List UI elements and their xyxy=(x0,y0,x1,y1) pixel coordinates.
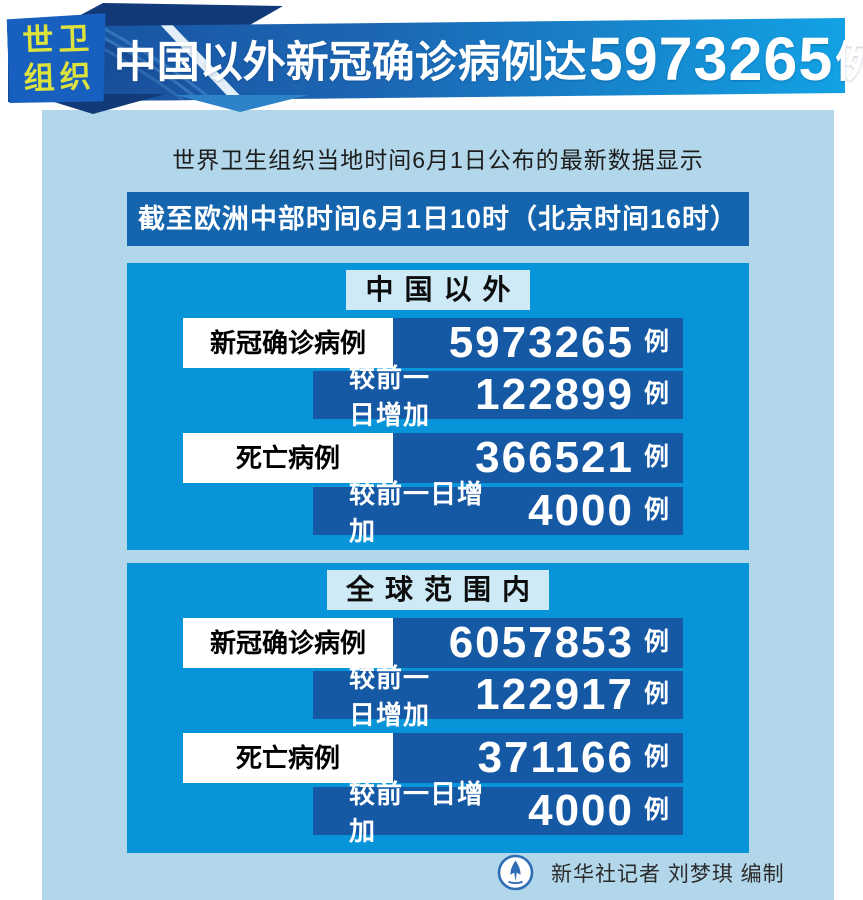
page-title: 中国以外新冠确诊病例达 5973265 例 xyxy=(114,22,863,96)
stat-label: 新冠确诊病例 xyxy=(183,318,393,368)
as-of-timebar: 截至欧洲中部时间6月1日10时（北京时间16时） xyxy=(127,192,749,246)
credit-text: 新华社记者 刘梦琪 编制 xyxy=(551,862,785,886)
footer-credit: 新华社记者 刘梦琪 编制 xyxy=(497,854,785,891)
stat-label: 较前一日增加 xyxy=(349,363,431,430)
stat-unit: 例 xyxy=(643,327,669,356)
stat-number: 122917 xyxy=(475,670,634,719)
stat-value-box: 371166 例 xyxy=(393,733,683,783)
stat-label: 较前一日增加 xyxy=(349,779,485,846)
stat-number: 4000 xyxy=(528,486,634,535)
stat-row-confirmed-increase: 较前一日增加 122917 例 xyxy=(313,663,683,730)
who-badge: 世卫 组织 xyxy=(6,13,108,104)
section-title: 中国以外 xyxy=(346,270,530,310)
stat-number: 6057853 xyxy=(448,618,634,667)
stat-value-box: 5973265 例 xyxy=(393,318,683,368)
panel-outside-china: 中国以外 新冠确诊病例 5973265 例 较前一日增加 122899 例 死亡… xyxy=(127,263,749,550)
subtitle: 世界卫生组织当地时间6月1日公布的最新数据显示 xyxy=(172,147,704,173)
stat-row-confirmed: 新冠确诊病例 6057853 例 xyxy=(183,618,683,668)
ribbon-fold-center xyxy=(176,95,308,112)
content-card: 世界卫生组织当地时间6月1日公布的最新数据显示 截至欧洲中部时间6月1日10时（… xyxy=(42,110,834,900)
stat-label: 新冠确诊病例 xyxy=(183,618,393,668)
stat-value-box: 6057853 例 xyxy=(393,618,683,668)
title-prefix: 中国以外新冠确诊病例达 xyxy=(113,39,587,87)
stat-number: 371166 xyxy=(477,733,634,782)
stat-value-box: 366521 例 xyxy=(393,433,683,483)
stat-row-confirmed: 新冠确诊病例 5973265 例 xyxy=(183,318,683,368)
stat-number: 4000 xyxy=(528,786,634,835)
stat-row-confirmed-increase: 较前一日增加 122899 例 xyxy=(313,363,683,430)
who-badge-line2: 组织 xyxy=(23,58,97,97)
stat-unit: 例 xyxy=(643,742,669,771)
stat-row-deaths: 死亡病例 366521 例 xyxy=(183,433,683,483)
stat-row-deaths: 死亡病例 371166 例 xyxy=(183,733,683,783)
stat-unit: 例 xyxy=(643,379,669,408)
stat-row-deaths-increase: 较前一日增加 4000 例 xyxy=(313,779,683,846)
section-title-wrap: 中国以外 xyxy=(127,270,749,310)
title-suffix: 例 xyxy=(835,39,863,87)
section-title-wrap: 全球范围内 xyxy=(127,570,749,610)
stat-number: 366521 xyxy=(475,433,634,482)
xinhua-logo-icon xyxy=(497,854,534,891)
stat-unit: 例 xyxy=(643,795,669,824)
stat-number: 5973265 xyxy=(448,318,634,367)
stat-unit: 例 xyxy=(643,679,669,708)
stat-unit: 例 xyxy=(643,627,669,656)
stat-row-deaths-increase: 较前一日增加 4000 例 xyxy=(313,479,683,546)
stat-number: 122899 xyxy=(475,370,634,419)
panel-worldwide: 全球范围内 新冠确诊病例 6057853 例 较前一日增加 122917 例 死… xyxy=(127,563,749,853)
title-number: 5973265 xyxy=(588,24,834,93)
stat-label: 较前一日增加 xyxy=(349,479,485,546)
stat-label: 较前一日增加 xyxy=(349,663,431,730)
section-title: 全球范围内 xyxy=(326,570,549,610)
stat-label: 死亡病例 xyxy=(183,433,393,483)
stat-label: 死亡病例 xyxy=(183,733,393,783)
who-badge-line1: 世卫 xyxy=(21,20,95,59)
stat-unit: 例 xyxy=(643,442,669,471)
stat-unit: 例 xyxy=(643,495,669,524)
